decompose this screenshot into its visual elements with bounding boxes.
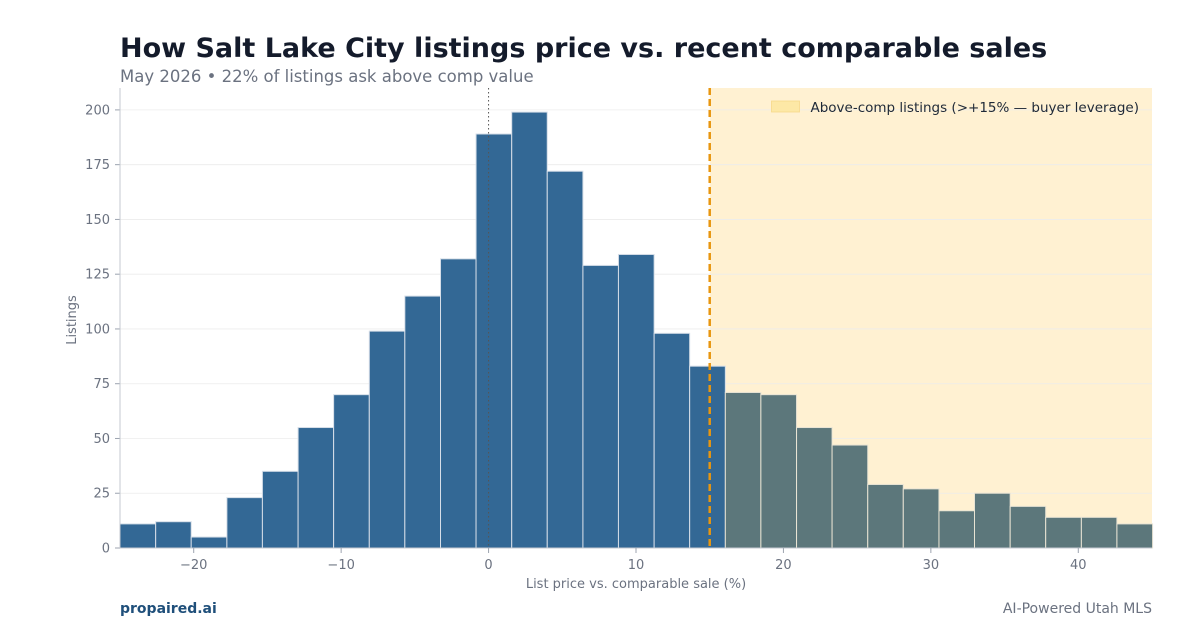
histogram-bar <box>796 427 833 549</box>
histogram-bar <box>653 332 691 549</box>
bars <box>119 111 1154 549</box>
histogram-bar <box>831 444 869 549</box>
x-tick-label: 20 <box>775 558 792 573</box>
histogram-bar <box>973 492 1011 549</box>
histogram-bar <box>226 497 263 549</box>
axes: 0 25 50 75 100 125 150 175 200 −20 −10 0 10 20 30 40 <box>85 88 1152 573</box>
x-tick-label: 40 <box>1070 558 1087 573</box>
histogram-bar <box>333 394 370 549</box>
x-tick-label: −20 <box>180 558 207 573</box>
y-axis-label: Listings <box>65 295 80 345</box>
y-tick-label: 50 <box>93 432 110 447</box>
x-tick-label: 0 <box>484 558 492 573</box>
histogram-bar <box>724 391 762 549</box>
histogram-bar <box>938 510 975 549</box>
reference-lines <box>488 88 711 548</box>
histogram-bar <box>582 264 619 549</box>
legend-label: Above-comp listings (>+15% — buyer lever… <box>810 100 1139 116</box>
histogram-bar <box>368 330 406 549</box>
histogram-bar <box>119 523 157 549</box>
brand-logo-text: propaired.ai <box>120 601 217 617</box>
y-tick-label: 100 <box>85 322 110 337</box>
x-tick-label: 30 <box>923 558 940 573</box>
histogram-bar <box>190 536 228 549</box>
x-axis-label: List price vs. comparable sale (%) <box>526 577 746 592</box>
y-tick-label: 0 <box>102 542 110 557</box>
histogram-bar <box>902 488 940 549</box>
legend: Above-comp listings (>+15% — buyer lever… <box>771 100 1139 116</box>
histogram-bar <box>297 427 335 549</box>
y-tick-label: 125 <box>85 268 110 283</box>
histogram-bar <box>475 133 513 549</box>
chart-subtitle: May 2026 • 22% of listings ask above com… <box>120 67 534 86</box>
histogram-bar <box>546 170 584 549</box>
y-tick-label: 200 <box>85 103 110 118</box>
histogram-bar <box>760 394 798 549</box>
histogram-bar <box>867 483 904 549</box>
histogram-bar <box>261 470 299 549</box>
x-tick-label: −10 <box>327 558 354 573</box>
legend-swatch <box>771 100 800 113</box>
histogram-bar <box>1045 516 1082 549</box>
histogram-bar <box>1080 516 1118 549</box>
histogram-bar <box>404 295 442 549</box>
x-tick-label: 10 <box>628 558 645 573</box>
y-tick-label: 25 <box>93 487 110 502</box>
chart-title: How Salt Lake City listings price vs. re… <box>120 33 1048 64</box>
histogram-bar <box>617 253 655 549</box>
histogram-bar <box>1009 505 1047 549</box>
y-tick-label: 150 <box>85 213 110 228</box>
histogram-bar <box>689 365 726 549</box>
histogram-bar <box>1116 523 1154 549</box>
histogram-bar <box>440 258 477 549</box>
y-tick-label: 75 <box>93 377 110 392</box>
histogram-bar <box>511 111 548 549</box>
footer-tagline: AI-Powered Utah MLS <box>1002 601 1152 617</box>
y-tick-label: 175 <box>85 158 110 173</box>
histogram-bar <box>155 521 192 549</box>
